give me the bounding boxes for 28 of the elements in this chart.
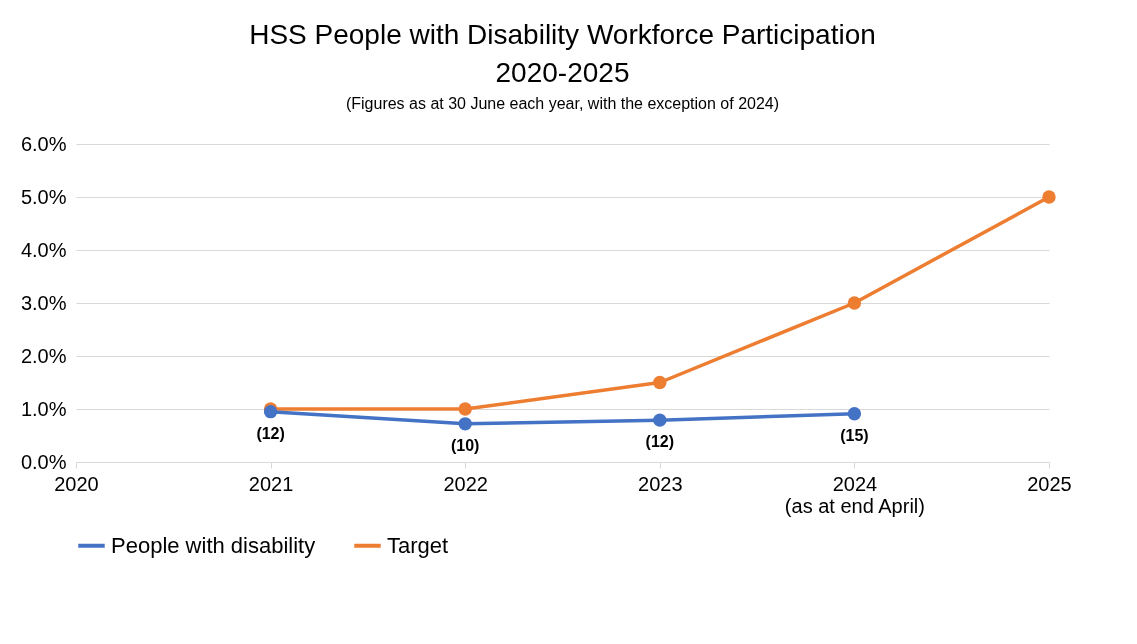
y-tick-label: 2.0%	[20, 344, 67, 367]
y-tick-label: 3.0%	[20, 291, 67, 314]
chart-subtitle: (Figures as at 30 June each year, with the exception of 2024)	[345, 95, 780, 112]
x-tick-label: 2021	[248, 472, 294, 495]
point	[847, 407, 862, 421]
annotation: (12)	[256, 424, 285, 442]
y-tick-label: 1.0%	[20, 397, 67, 420]
point	[653, 413, 667, 427]
annotation: (12)	[645, 433, 675, 451]
chart-title: HSS People with Disability Workforce Participation 2020-2025	[249, 19, 876, 88]
x-tick-label: 2025	[1027, 472, 1072, 495]
annotation: (15)	[840, 426, 869, 444]
y-tick-label: 6.0%	[20, 132, 67, 155]
x-tick-label: 2020	[54, 472, 99, 495]
y-tick-label: 0.0%	[20, 450, 67, 473]
point	[653, 375, 667, 390]
annotation: (10)	[450, 436, 480, 454]
point	[1042, 190, 1056, 204]
point	[458, 417, 472, 431]
legend-label: People with disability	[111, 532, 316, 558]
x-tick-label: 2023	[638, 472, 683, 495]
y-tick-label: 4.0%	[20, 238, 67, 261]
legend-label: Target	[387, 532, 449, 558]
point	[458, 402, 472, 416]
x-tick-label: 2022	[443, 472, 488, 495]
point	[847, 296, 862, 310]
y-tick-label: 5.0%	[20, 185, 67, 208]
x-tick-label: 2024 (as at end April)	[784, 472, 925, 517]
